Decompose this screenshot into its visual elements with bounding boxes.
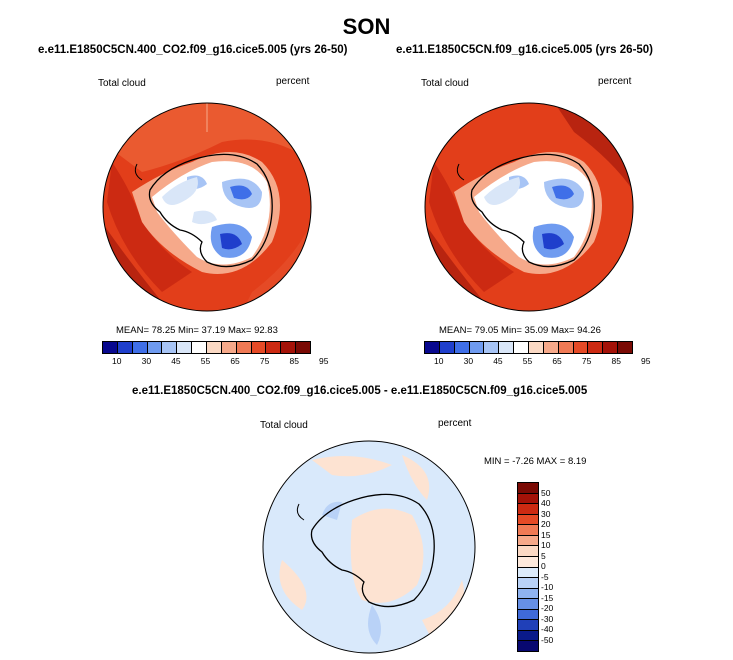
colorbar-label: 30 xyxy=(463,356,474,366)
colorbar-label: 30 xyxy=(541,508,551,519)
panel-3-variable-label: Total cloud xyxy=(260,420,308,431)
colorbar-swatch xyxy=(177,342,193,353)
colorbar-label: 85 xyxy=(289,356,299,366)
panel-1-colorbar xyxy=(102,341,311,354)
colorbar-swatch xyxy=(518,567,538,579)
panel-1-variable-label: Total cloud xyxy=(98,78,146,89)
colorbar-label: 55 xyxy=(522,356,533,366)
colorbar-swatch xyxy=(117,342,133,353)
colorbar-swatch xyxy=(147,342,163,353)
colorbar-swatch xyxy=(266,342,282,353)
colorbar-swatch xyxy=(207,342,222,353)
colorbar-label: 0 xyxy=(541,561,546,571)
colorbar-swatch xyxy=(469,342,485,353)
colorbar-label: -20 xyxy=(541,603,554,613)
panel-3-case-title: e.e11.E1850C5CN.400_CO2.f09_g16.cice5.00… xyxy=(132,385,588,397)
colorbar-label: 5 xyxy=(541,550,546,561)
colorbar-swatch xyxy=(518,609,538,621)
colorbar-label: 15 xyxy=(541,529,551,540)
colorbar-swatch xyxy=(543,342,559,353)
colorbar-swatch xyxy=(425,342,440,353)
panel-1-stats: MEAN= 78.25 Min= 37.19 Max= 92.83 xyxy=(116,325,278,336)
colorbar-label: -30 xyxy=(541,613,554,624)
colorbar-label: 45 xyxy=(493,356,503,366)
colorbar-label: 85 xyxy=(611,356,621,366)
colorbar-label: 40 xyxy=(541,498,551,508)
panel-2-variable-label: Total cloud xyxy=(421,78,469,89)
colorbar-swatch xyxy=(588,342,604,353)
colorbar-label: 75 xyxy=(259,356,270,366)
colorbar-label: 30 xyxy=(141,356,152,366)
colorbar-swatch xyxy=(132,342,148,353)
colorbar-swatch xyxy=(518,620,538,631)
panel-3-colorbar xyxy=(517,482,539,652)
colorbar-swatch xyxy=(251,342,267,353)
colorbar-swatch xyxy=(103,342,118,353)
colorbar-label: 10 xyxy=(112,356,122,366)
panel-2-colorbar xyxy=(424,341,633,354)
panel-3-stats: MIN = -7.26 MAX = 8.19 xyxy=(484,456,587,467)
colorbar-swatch xyxy=(518,546,538,557)
colorbar-swatch xyxy=(529,342,544,353)
colorbar-swatch xyxy=(518,556,538,568)
colorbar-swatch xyxy=(454,342,470,353)
colorbar-swatch xyxy=(603,342,619,353)
colorbar-swatch xyxy=(518,514,538,526)
colorbar-swatch xyxy=(162,342,178,353)
colorbar-label: 95 xyxy=(319,356,329,366)
panel-2-stats: MEAN= 79.05 Min= 35.09 Max= 94.26 xyxy=(439,325,601,336)
colorbar-swatch xyxy=(514,342,530,353)
panel-2-units-label: percent xyxy=(598,76,632,87)
colorbar-swatch xyxy=(618,342,633,353)
colorbar-swatch xyxy=(192,342,208,353)
colorbar-swatch xyxy=(499,342,515,353)
panel-1-units-label: percent xyxy=(276,76,310,87)
colorbar-label: -15 xyxy=(541,592,554,603)
colorbar-label: 10 xyxy=(434,356,444,366)
panel-1-map xyxy=(102,102,312,312)
colorbar-label: -40 xyxy=(541,624,554,634)
colorbar-label: 50 xyxy=(541,487,551,498)
colorbar-label: 95 xyxy=(641,356,651,366)
colorbar-swatch xyxy=(518,630,538,642)
panel-2-case-title: e.e11.E1850C5CN.f09_g16.cice5.005 (yrs 2… xyxy=(396,44,654,56)
colorbar-label: 20 xyxy=(541,519,551,529)
colorbar-swatch xyxy=(439,342,455,353)
panel-3-map xyxy=(262,440,476,654)
panel-3-units-label: percent xyxy=(438,418,472,429)
colorbar-label: 65 xyxy=(552,356,562,366)
colorbar-swatch xyxy=(518,641,538,651)
colorbar-label: -10 xyxy=(541,582,554,592)
colorbar-swatch xyxy=(236,342,252,353)
colorbar-label: -5 xyxy=(541,571,549,582)
colorbar-label: 65 xyxy=(230,356,240,366)
panel-2-map xyxy=(424,102,634,312)
colorbar-label: 55 xyxy=(200,356,211,366)
colorbar-swatch xyxy=(518,535,538,547)
panel-1-case-title: e.e11.E1850C5CN.400_CO2.f09_g16.cice5.00… xyxy=(38,44,348,56)
colorbar-swatch xyxy=(518,588,538,600)
page-title: SON xyxy=(342,14,391,39)
colorbar-swatch xyxy=(518,493,538,505)
colorbar-label: 45 xyxy=(171,356,181,366)
colorbar-swatch xyxy=(518,504,538,515)
colorbar-label: 10 xyxy=(541,540,551,550)
colorbar-label: -50 xyxy=(541,634,554,645)
colorbar-swatch xyxy=(518,599,538,610)
colorbar-swatch xyxy=(296,342,311,353)
colorbar-label: 75 xyxy=(581,356,592,366)
colorbar-swatch xyxy=(558,342,574,353)
colorbar-swatch xyxy=(484,342,500,353)
panel-3-colorbar-labels: 50 40 30 20 15 10 5 0 -5 -10 -15 -20 -30 -40 -50 xyxy=(541,482,571,650)
colorbar-swatch xyxy=(518,525,538,536)
colorbar-swatch xyxy=(221,342,237,353)
colorbar-swatch xyxy=(573,342,589,353)
colorbar-swatch xyxy=(518,578,538,589)
colorbar-swatch xyxy=(518,483,538,494)
colorbar-swatch xyxy=(281,342,297,353)
